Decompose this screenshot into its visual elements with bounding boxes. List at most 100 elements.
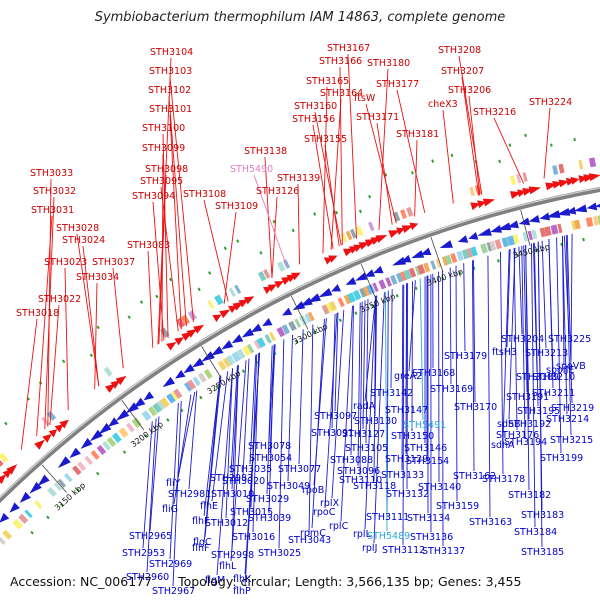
- cog-block-reverse: [2, 529, 13, 540]
- forward-gene-label: STH3024: [62, 235, 105, 246]
- forward-leader-line: [169, 114, 182, 330]
- reverse-leader-line: [177, 391, 196, 479]
- cog-block-reverse: [430, 260, 437, 270]
- reverse-leader-line: [313, 317, 327, 486]
- reverse-gene-label: STH3029: [246, 494, 289, 505]
- reverse-gene-label: spoIIE: [546, 365, 574, 376]
- gc-marker: [61, 359, 66, 364]
- reverse-gene-label: STH3132: [386, 489, 429, 500]
- cog-block-reverse: [236, 348, 246, 360]
- cog-block-forward: [522, 172, 528, 182]
- cog-block-forward: [228, 287, 236, 298]
- forward-gene-arrow: [388, 230, 401, 238]
- forward-gene-arrow: [396, 227, 406, 236]
- cog-block-reverse: [494, 239, 503, 250]
- cog-block-reverse: [102, 440, 112, 451]
- forward-leader-line: [76, 233, 100, 387]
- reverse-gene-label: flgC: [193, 537, 212, 548]
- reverse-gene-arrow: [457, 235, 469, 243]
- cog-block-reverse: [152, 402, 163, 414]
- forward-leader-line: [378, 68, 389, 230]
- forward-gene-label: STH3167: [327, 43, 370, 54]
- gc-marker: [199, 395, 203, 400]
- cog-block-reverse: [268, 331, 276, 342]
- cog-block-reverse: [12, 519, 23, 530]
- cog-block-forward: [262, 269, 271, 279]
- reverse-gene-label: STH3012: [205, 518, 248, 529]
- cog-block-reverse: [522, 232, 528, 242]
- reverse-gene-label: STH3168: [412, 368, 455, 379]
- gc-marker: [534, 248, 538, 253]
- forward-gene-arrow: [570, 176, 580, 185]
- reverse-gene-label: ftsH3: [492, 347, 517, 358]
- forward-gene-label: STH3031: [31, 205, 74, 216]
- gc-marker: [414, 286, 418, 291]
- reverse-gene-arrow: [586, 202, 598, 211]
- forward-gene-label: STH3138: [244, 146, 287, 157]
- cog-block-forward: [350, 228, 357, 239]
- forward-leader-line: [168, 95, 187, 327]
- cog-block-reverse: [33, 500, 43, 510]
- reverse-gene-arrow: [221, 340, 234, 350]
- reverse-leader-line: [508, 247, 516, 420]
- reverse-gene-label: rpoC: [313, 507, 336, 518]
- cog-block-forward: [469, 186, 476, 197]
- forward-gene-label: STH3032: [33, 186, 76, 197]
- reverse-gene-arrow: [573, 204, 588, 213]
- forward-leader-line: [94, 282, 98, 390]
- scale-tick-mark: [201, 346, 222, 378]
- forward-gene-label: STH3177: [376, 79, 419, 90]
- gc-marker: [236, 239, 240, 243]
- reverse-gene-arrow: [162, 376, 176, 388]
- cog-block-forward: [345, 230, 353, 241]
- forward-gene-label: STH3100: [142, 123, 185, 134]
- cog-block-reverse: [276, 326, 286, 338]
- forward-gene-label: STH3156: [292, 114, 335, 125]
- reverse-gene-label: STH2967: [152, 586, 195, 597]
- reverse-gene-label: sdhB: [497, 419, 521, 430]
- forward-gene-arrow: [174, 337, 185, 346]
- forward-gene-label: STH3083: [127, 240, 170, 251]
- forward-gene-label: STH3099: [142, 143, 185, 154]
- gc-marker: [127, 315, 131, 320]
- forward-gene-arrow: [238, 299, 249, 308]
- reverse-gene-label: rpoB: [302, 485, 324, 496]
- gc-marker: [508, 143, 512, 147]
- cog-block-reverse: [170, 391, 179, 401]
- forward-gene-arrow: [470, 202, 481, 211]
- cog-block-reverse: [281, 324, 290, 335]
- cog-block-reverse: [186, 379, 197, 390]
- cog-block-reverse: [347, 292, 356, 303]
- reverse-leader-line: [268, 344, 275, 442]
- cog-block-reverse: [0, 536, 6, 545]
- forward-leader-line: [160, 186, 179, 332]
- cog-block-reverse: [126, 422, 135, 433]
- gc-marker: [291, 228, 295, 233]
- reverse-leader-line: [386, 290, 389, 513]
- reverse-gene-label: STH3142: [370, 388, 413, 399]
- reverse-gene-label: STH3096: [337, 466, 380, 477]
- gc-marker: [395, 293, 399, 298]
- forward-gene-label: STH3208: [438, 45, 481, 56]
- reverse-leader-line: [172, 401, 182, 587]
- forward-leader-line: [82, 245, 100, 387]
- label-leader-lines: [20, 53, 573, 587]
- forward-leader-line: [339, 66, 343, 245]
- forward-gene-label: STH3028: [56, 223, 99, 234]
- reverse-leader-line: [331, 309, 345, 499]
- forward-leader-line: [324, 144, 340, 247]
- reverse-gene-label: STH3035: [229, 464, 272, 475]
- forward-gene-arrow: [291, 272, 301, 281]
- cog-block-reverse: [585, 217, 594, 228]
- reverse-gene-label: flhF: [192, 516, 209, 527]
- reverse-leader-line: [537, 241, 543, 548]
- cog-block-reverse: [156, 400, 166, 410]
- forward-leader-line: [322, 86, 328, 254]
- reverse-leader-line: [442, 270, 444, 547]
- forward-gene-label: STH3101: [149, 104, 192, 115]
- scale-tick-label: 3400 kbp: [426, 267, 465, 288]
- reverse-gene-arrow: [497, 222, 512, 231]
- forward-gene-label: STH3207: [441, 66, 484, 77]
- reverse-gene-label: STH3163: [469, 517, 512, 528]
- reverse-gene-label: STH3137: [422, 546, 465, 557]
